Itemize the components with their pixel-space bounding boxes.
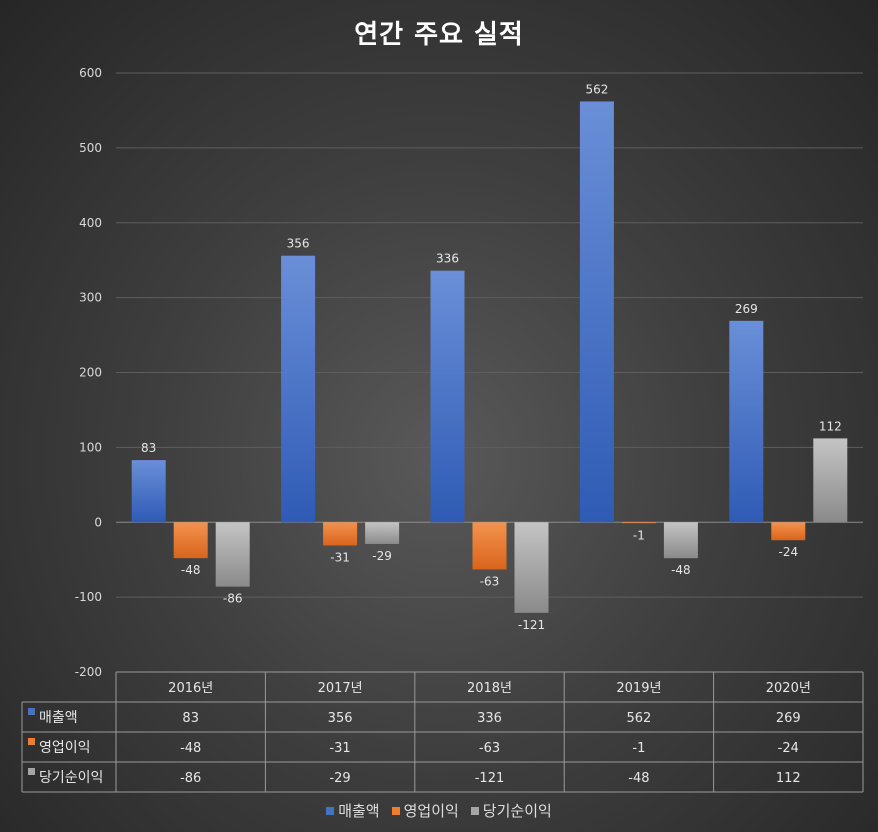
data-label: -31 bbox=[330, 550, 350, 564]
chart-title: 연간 주요 실적 bbox=[354, 20, 524, 50]
legend-item: 당기순이익 bbox=[470, 800, 552, 821]
table-row-label: 당기순이익 bbox=[39, 770, 103, 786]
y-tick-label: 500 bbox=[79, 141, 102, 155]
data-label: 112 bbox=[819, 419, 842, 433]
y-tick-label: -200 bbox=[75, 665, 102, 679]
y-tick-label: 200 bbox=[79, 366, 102, 380]
bar bbox=[173, 522, 208, 559]
table-cell: 336 bbox=[477, 711, 502, 726]
bar bbox=[514, 522, 549, 613]
table-cell: -48 bbox=[628, 771, 649, 786]
y-tick-label: 600 bbox=[79, 66, 102, 80]
data-label: -24 bbox=[778, 545, 798, 559]
data-label: 269 bbox=[735, 302, 758, 316]
data-label: 336 bbox=[436, 252, 459, 266]
data-label: 562 bbox=[585, 82, 608, 96]
table-cell: 269 bbox=[776, 711, 801, 726]
bar bbox=[729, 320, 764, 523]
data-label: -29 bbox=[372, 549, 392, 563]
table-cell: 112 bbox=[776, 771, 801, 786]
table-series-key bbox=[28, 738, 35, 745]
legend-label: 매출액 bbox=[338, 802, 380, 820]
bar bbox=[430, 270, 465, 523]
bars bbox=[131, 101, 848, 613]
data-label: -86 bbox=[223, 592, 243, 606]
y-tick-label: 400 bbox=[79, 216, 102, 230]
table-cell: -121 bbox=[475, 771, 505, 786]
bar bbox=[131, 460, 166, 523]
table-cell: -29 bbox=[329, 771, 350, 786]
data-label: -48 bbox=[671, 563, 691, 577]
data-label: 83 bbox=[141, 441, 156, 455]
y-tick-label: 0 bbox=[94, 515, 102, 529]
bar bbox=[813, 438, 848, 523]
table-cell: -24 bbox=[778, 741, 799, 756]
legend-label: 당기순이익 bbox=[482, 802, 552, 820]
data-label: -121 bbox=[518, 618, 545, 632]
y-tick-label: 300 bbox=[79, 291, 102, 305]
y-tick-label: 100 bbox=[79, 440, 102, 454]
table-row-label: 매출액 bbox=[39, 710, 78, 726]
table-cell: 83 bbox=[182, 711, 199, 726]
table-cell: -86 bbox=[180, 771, 201, 786]
table-cell: -63 bbox=[479, 741, 500, 756]
table-header-cell: 2017년 bbox=[318, 681, 363, 696]
legend-swatch bbox=[470, 807, 479, 815]
y-axis-ticks: -200 -100 0 100 200 300 400 500 600 bbox=[75, 66, 102, 679]
table-header-cell: 2016년 bbox=[168, 681, 213, 696]
legend-swatch bbox=[326, 807, 335, 815]
table-cell: 562 bbox=[626, 711, 651, 726]
table-cell: -31 bbox=[329, 741, 350, 756]
table-header-cell: 2018년 bbox=[467, 681, 512, 696]
data-label: 356 bbox=[287, 237, 310, 251]
bar bbox=[281, 255, 316, 523]
legend-swatch bbox=[391, 807, 400, 815]
legend: 매출액 영업이익 당기순이익 bbox=[0, 800, 878, 821]
legend-item: 영업이익 bbox=[391, 800, 459, 821]
table-cell: -48 bbox=[180, 741, 201, 756]
bar bbox=[215, 522, 250, 587]
table-header-cell: 2020년 bbox=[766, 681, 811, 696]
bar bbox=[663, 522, 698, 559]
bar bbox=[472, 522, 507, 570]
bar bbox=[771, 522, 806, 541]
bar bbox=[365, 522, 400, 544]
bar bbox=[579, 101, 614, 523]
table-series-key bbox=[28, 708, 35, 715]
data-labels: 83 -48 -86 356 -31 -29 336 -63 -121 562 -1 -48 269 -2… bbox=[141, 82, 842, 631]
table-header-cell: 2019년 bbox=[616, 681, 661, 696]
data-label: -48 bbox=[181, 563, 201, 577]
bar bbox=[621, 522, 656, 524]
table-row-label: 영업이익 bbox=[39, 740, 91, 756]
legend-label: 영업이익 bbox=[403, 802, 459, 820]
legend-item: 매출액 bbox=[326, 800, 380, 821]
table-cell: -1 bbox=[632, 741, 645, 756]
data-label: -63 bbox=[480, 574, 500, 588]
bar bbox=[323, 522, 358, 546]
data-label: -1 bbox=[633, 528, 645, 542]
table-cell: 356 bbox=[328, 711, 353, 726]
table-series-key bbox=[28, 768, 35, 775]
y-tick-label: -100 bbox=[75, 590, 102, 604]
